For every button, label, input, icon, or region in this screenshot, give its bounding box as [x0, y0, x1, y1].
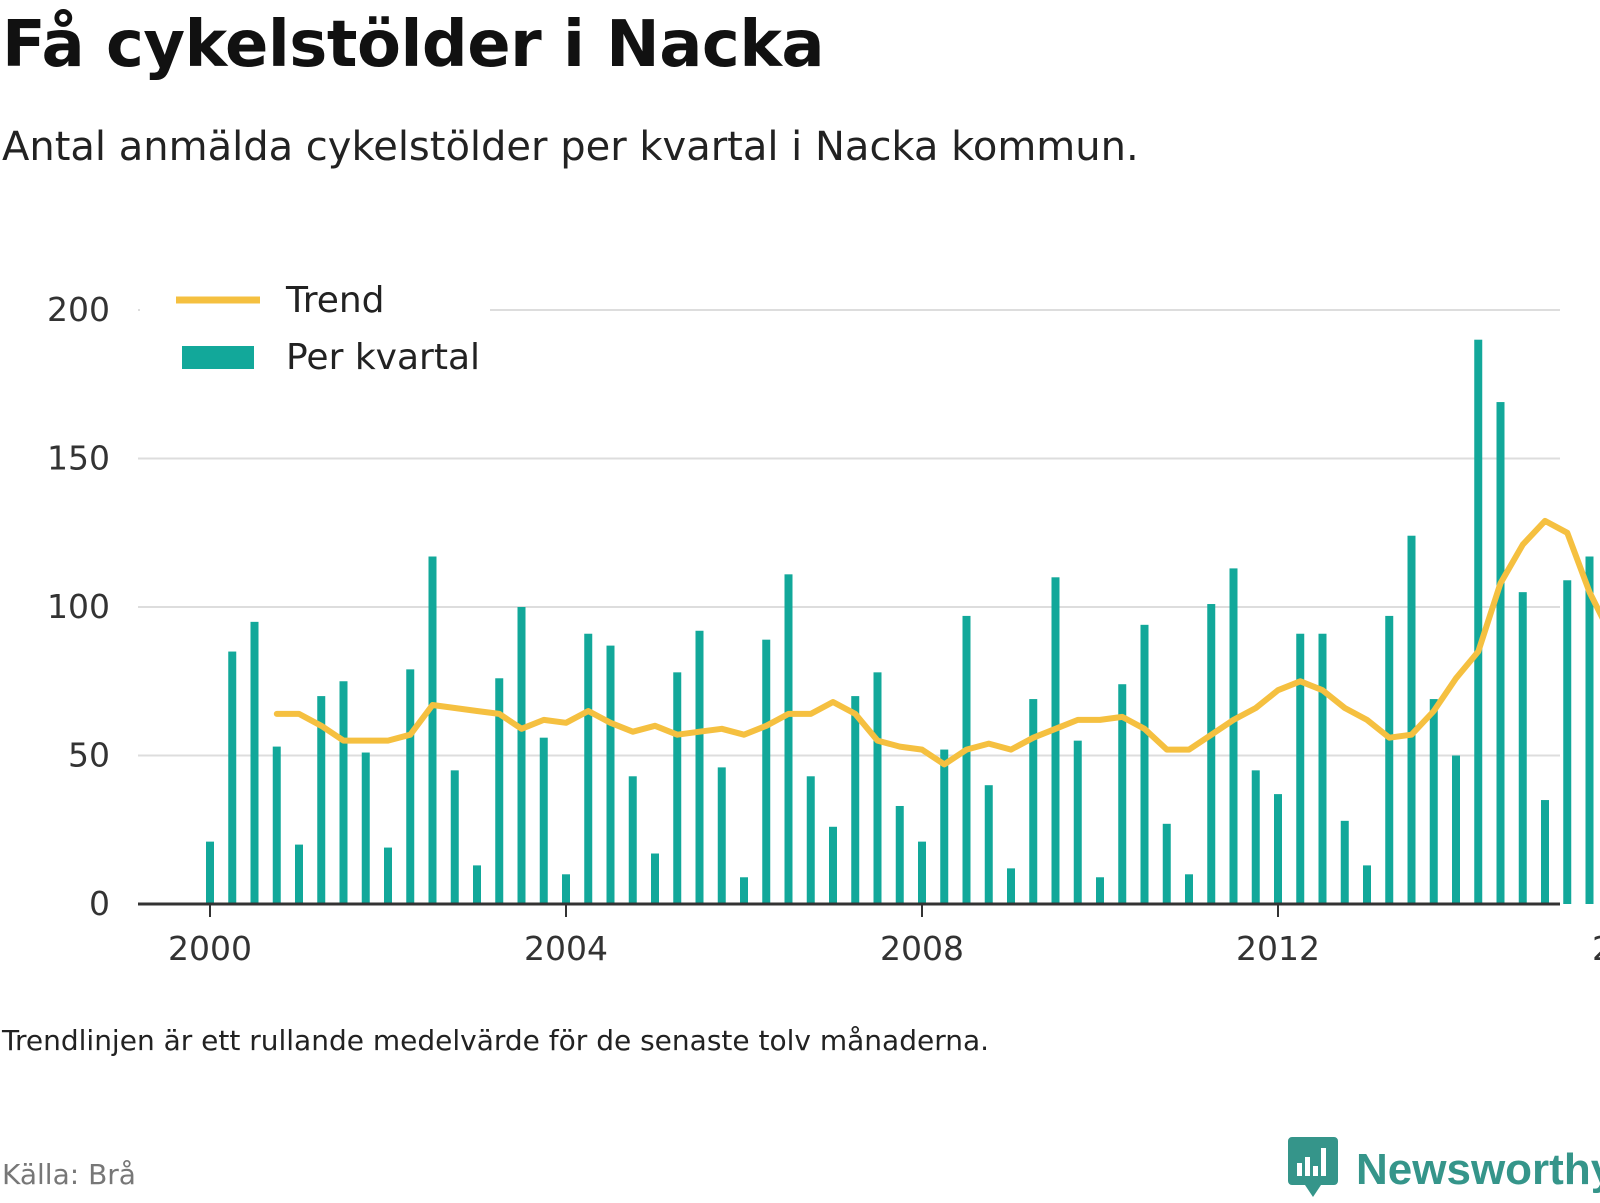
x-tick-label: 2004 [524, 929, 608, 968]
bar [317, 696, 326, 904]
bar [1051, 577, 1060, 904]
legend: Trend Per kvartal [140, 270, 490, 385]
bar [740, 877, 748, 904]
bar [829, 826, 837, 904]
bar [717, 767, 726, 904]
bar [1296, 633, 1305, 904]
bar [1541, 800, 1549, 904]
bar [1585, 556, 1594, 904]
x-tick-label: 2012 [1236, 929, 1320, 968]
bar [784, 574, 793, 904]
bar [1563, 580, 1572, 904]
bar [250, 621, 259, 904]
y-tick-label: 50 [68, 736, 110, 775]
bar [895, 805, 904, 904]
x-tick-label: 2000 [168, 929, 252, 968]
bar [1029, 699, 1038, 904]
x-tick-label: 2008 [880, 929, 964, 968]
bar [1162, 823, 1171, 904]
bar [495, 678, 504, 904]
bar [1274, 794, 1282, 904]
y-tick-label: 150 [47, 439, 110, 478]
bar [673, 672, 682, 904]
brand-name: Newsworthy [1356, 1145, 1600, 1194]
bar [1363, 865, 1371, 904]
bar [1496, 402, 1505, 904]
brand-logo: Newsworthy [1288, 1137, 1600, 1203]
bar [1185, 874, 1193, 904]
bar [1385, 615, 1394, 904]
bar [562, 874, 570, 904]
bar [228, 651, 237, 904]
source-label: Källa: Brå [2, 1158, 136, 1191]
bar [1251, 770, 1260, 904]
bar [1207, 604, 1216, 904]
bar [584, 633, 593, 904]
bar [473, 865, 481, 904]
bar [1140, 624, 1149, 904]
bar [1073, 740, 1082, 904]
legend-label-trend: Trend [285, 280, 385, 321]
chart-subtitle: Antal anmälda cykelstölder per kvartal i… [2, 124, 1139, 170]
bar [851, 696, 860, 904]
bar [539, 737, 548, 904]
bar [1429, 699, 1438, 904]
bar [651, 853, 659, 904]
x-axis: 2000200420082012201620202023 [138, 902, 1600, 968]
bar [606, 645, 615, 904]
bar [962, 615, 971, 904]
legend-label-per-kvartal: Per kvartal [286, 337, 480, 378]
bar-series-per-kvartal [206, 339, 1594, 904]
bar [428, 556, 437, 904]
bar [1318, 633, 1327, 904]
bar [450, 770, 459, 904]
bar [1452, 755, 1460, 904]
bar [1096, 877, 1104, 904]
bar [339, 681, 348, 904]
gridlines: 0 50 100 150 200 [47, 290, 1560, 923]
bar [984, 785, 993, 904]
bar [206, 841, 214, 904]
chart-note: Trendlinjen är ett rullande medelvärde f… [2, 1024, 990, 1057]
x-tick-label: 2016 [1592, 929, 1600, 968]
y-tick-label: 0 [89, 884, 110, 923]
chart-title: Få cykelstölder i Nacka [2, 8, 825, 82]
bar [1007, 868, 1015, 904]
legend-swatch-per-kvartal [182, 346, 254, 369]
bar [1118, 684, 1127, 904]
bar [806, 776, 815, 904]
bar [873, 672, 882, 904]
line-series-trend [273, 517, 1600, 768]
bar [295, 844, 303, 904]
bar [1407, 535, 1416, 904]
bar [361, 752, 370, 904]
bar [762, 639, 771, 904]
y-tick-label: 100 [47, 587, 110, 626]
bar [1474, 339, 1483, 904]
bar [695, 630, 704, 904]
bar [406, 669, 415, 904]
bar [918, 841, 926, 904]
bar [940, 749, 949, 904]
bar [272, 746, 281, 904]
bar [1340, 820, 1349, 904]
trend-line [273, 517, 1600, 768]
bar-chart-speech-bubble-icon [1288, 1137, 1338, 1203]
y-tick-label: 200 [47, 290, 110, 329]
bar [1229, 568, 1238, 904]
bar [517, 607, 526, 904]
bar [384, 847, 392, 904]
bar [1518, 592, 1527, 904]
bar [628, 776, 637, 904]
